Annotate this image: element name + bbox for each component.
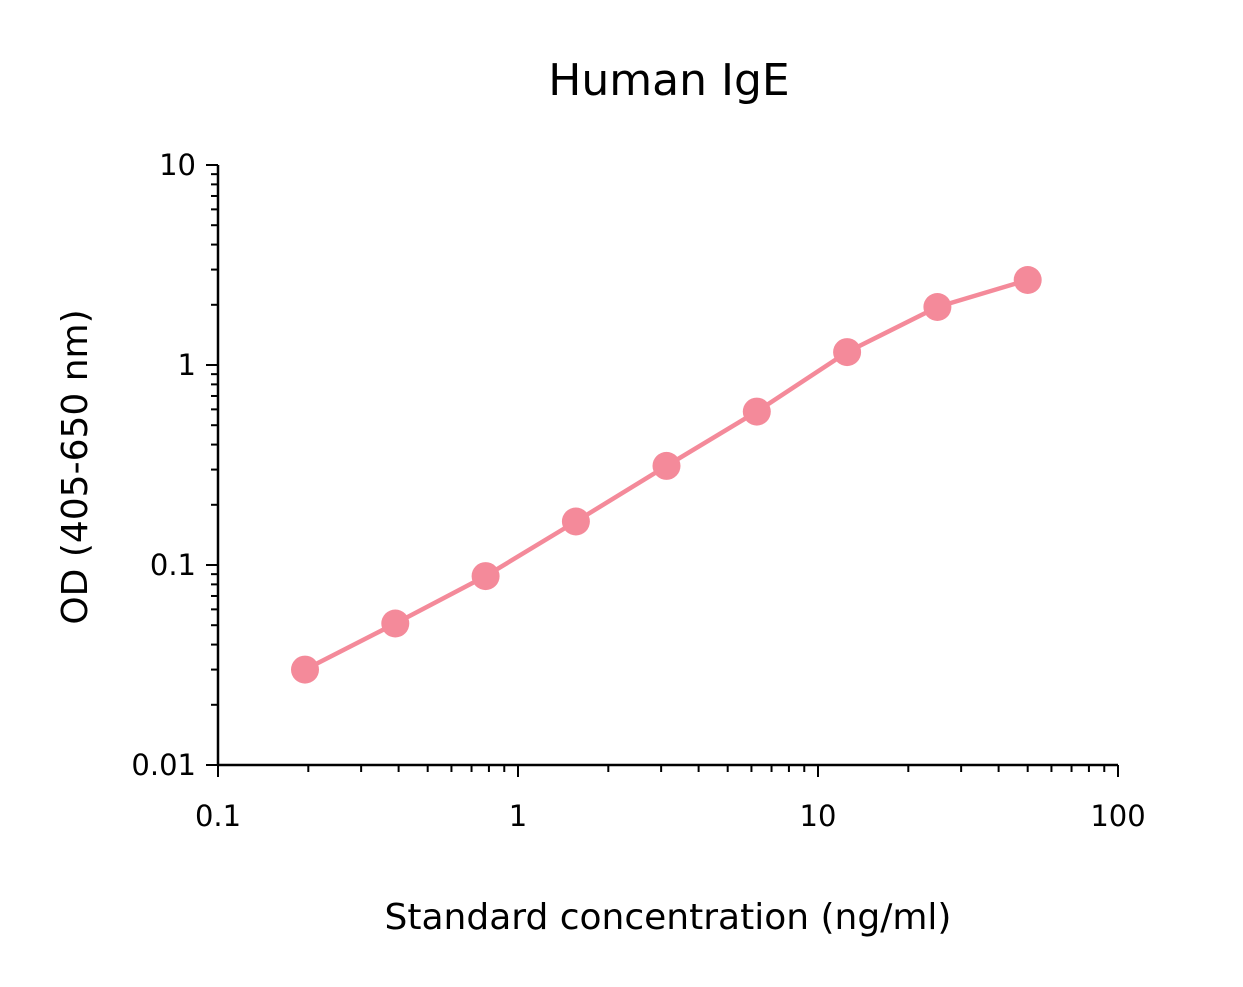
y-axis-label: OD (405-650 nm) bbox=[55, 309, 96, 624]
data-point bbox=[471, 562, 500, 591]
data-point bbox=[742, 397, 771, 426]
x-tick-label: 100 bbox=[1090, 799, 1145, 833]
x-axis-ticks bbox=[217, 765, 1119, 777]
x-axis-tick-labels: 0.1 1 10 100 bbox=[195, 799, 1146, 833]
x-tick-label: 0.1 bbox=[195, 799, 241, 833]
data-point bbox=[923, 293, 952, 321]
data-point bbox=[652, 451, 681, 480]
x-tick-label: 1 bbox=[509, 799, 527, 833]
y-tick-label: 1 bbox=[178, 348, 196, 382]
y-axis-ticks bbox=[206, 164, 218, 766]
data-point bbox=[833, 338, 862, 367]
data-point bbox=[291, 655, 319, 684]
y-tick-label: 0.01 bbox=[131, 748, 196, 782]
chart-title: Human IgE bbox=[548, 55, 789, 106]
y-tick-label: 10 bbox=[159, 148, 196, 182]
y-axis-tick-labels: 0.01 0.1 1 10 bbox=[131, 148, 196, 782]
data-point bbox=[1013, 266, 1042, 294]
y-tick-label: 0.1 bbox=[150, 548, 196, 582]
x-tick-label: 10 bbox=[800, 799, 837, 833]
data-point bbox=[561, 507, 590, 536]
x-axis-label: Standard concentration (ng/ml) bbox=[385, 897, 952, 938]
axes bbox=[216, 165, 1118, 767]
data-point bbox=[381, 609, 410, 638]
series-group bbox=[291, 266, 1042, 684]
